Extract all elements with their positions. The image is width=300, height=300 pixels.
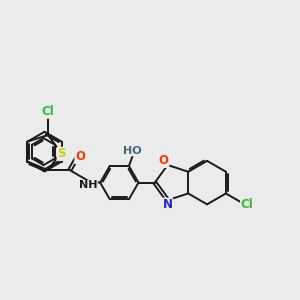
Text: HO: HO <box>123 146 142 156</box>
Text: N: N <box>163 198 172 211</box>
Text: S: S <box>57 147 66 160</box>
Text: Cl: Cl <box>42 105 54 118</box>
Text: O: O <box>75 151 85 164</box>
Text: NH: NH <box>79 181 97 190</box>
Text: Cl: Cl <box>241 198 254 211</box>
Text: O: O <box>159 154 169 167</box>
